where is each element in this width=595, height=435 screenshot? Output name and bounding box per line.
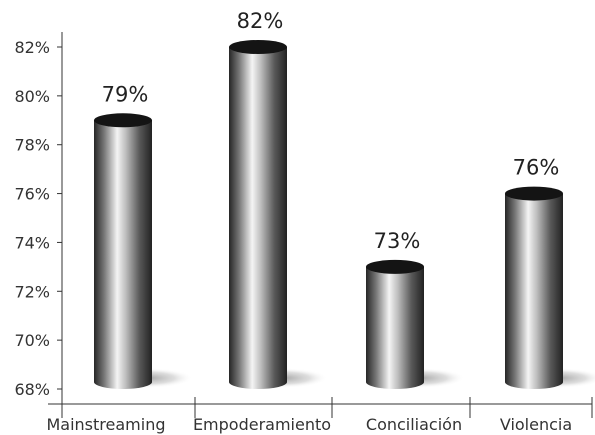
y-tick-label: 80%	[14, 87, 50, 106]
y-tick-label: 74%	[14, 233, 50, 252]
data-labels: 79% 82% 73% 76%	[102, 9, 560, 253]
data-label: 82%	[237, 9, 284, 33]
bar-body	[505, 193, 563, 389]
y-tick-label: 76%	[14, 185, 50, 204]
bar-top-cap	[94, 113, 152, 128]
x-category-label: Conciliación	[366, 415, 462, 434]
data-label: 79%	[102, 82, 149, 106]
bar-body	[94, 120, 152, 390]
bars	[94, 40, 595, 390]
y-tick-label: 82%	[14, 38, 50, 57]
y-axis-ticks: 68% 70% 72% 74% 76% 78% 80% 82%	[14, 38, 62, 399]
axes	[48, 32, 593, 418]
y-tick-label: 68%	[14, 380, 50, 399]
bar-top-cap	[229, 40, 287, 54]
bar	[94, 113, 193, 390]
y-tick-label: 70%	[14, 331, 50, 350]
bar	[505, 186, 595, 389]
x-category-label: Mainstreaming	[46, 415, 165, 434]
y-tick-label: 78%	[14, 136, 50, 155]
bar-top-cap	[505, 186, 563, 201]
bar-body	[366, 266, 424, 389]
x-category-label: Empoderamiento	[193, 415, 331, 434]
category-labels: Mainstreaming Empoderamiento Conciliación V…	[46, 415, 572, 434]
data-label: 76%	[513, 156, 560, 180]
data-label: 73%	[374, 229, 421, 253]
bar-body	[229, 47, 287, 389]
x-category-label: Violencia	[500, 415, 572, 434]
bar	[229, 40, 328, 389]
bar	[366, 259, 465, 389]
bar-top-cap	[366, 259, 424, 274]
y-tick-label: 72%	[14, 282, 50, 301]
